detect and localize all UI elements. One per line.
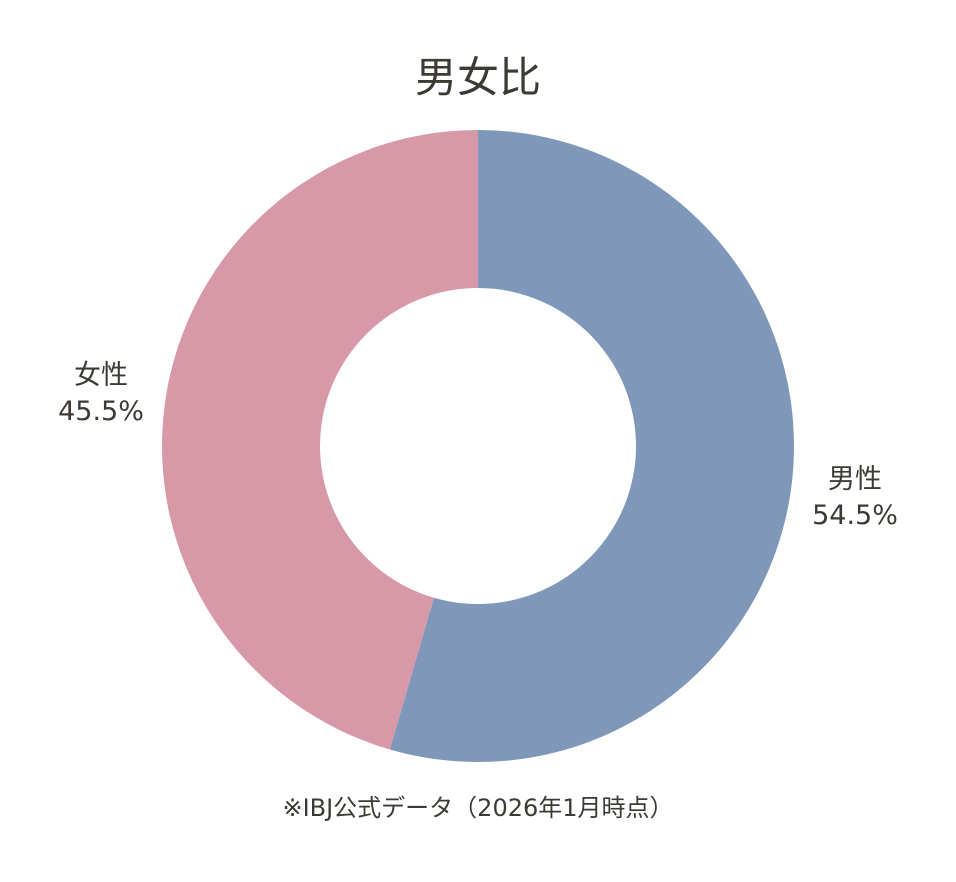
slice-label: 男性 [828,464,882,495]
chart-title: 男女比 [414,53,541,102]
slice-label: 女性 [74,360,128,391]
label-male: 男性 54.5% [790,462,920,534]
slice-female [161,130,478,750]
footnote: ※IBJ公式データ（2026年1月時点） [282,794,674,822]
slice-value: 45.5% [58,396,144,427]
slice-value: 54.5% [812,500,898,531]
label-female: 女性 45.5% [36,358,166,430]
slice-male [389,130,794,763]
